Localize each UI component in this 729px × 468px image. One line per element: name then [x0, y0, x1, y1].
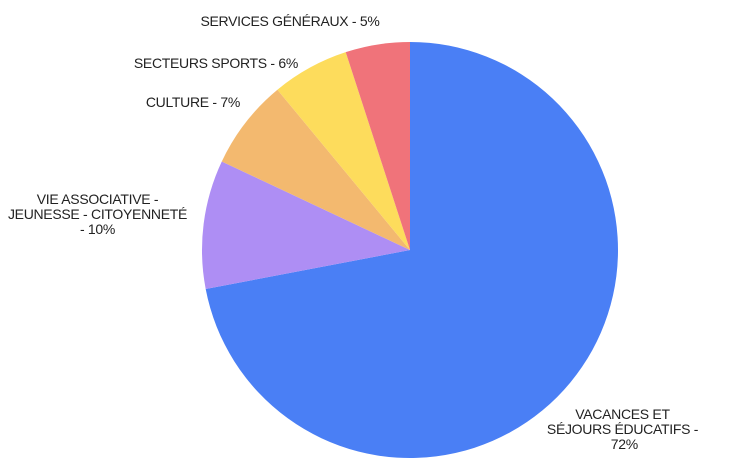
value-label: 10%	[87, 221, 116, 237]
slice-label: CULTURE - 7%	[60, 95, 240, 110]
category-label: SECTEURS SPORTS -	[133, 55, 275, 71]
slice-label: VACANCES ET SÉJOURS ÉDUCATIFS - 72%	[545, 407, 700, 452]
slice-label: SERVICES GÉNÉRAUX - 5%	[140, 14, 440, 29]
category-label: VACANCES ET SÉJOURS ÉDUCATIFS -	[546, 406, 699, 437]
category-label: CULTURE -	[145, 94, 217, 110]
pie-slice	[221, 89, 410, 250]
category-label: SERVICES GÉNÉRAUX -	[200, 13, 357, 29]
slice-label: SECTEURS SPORTS - 6%	[40, 56, 298, 71]
pie-slice	[345, 42, 410, 250]
value-label: 5%	[359, 13, 380, 29]
pie-slice	[205, 42, 618, 459]
slice-label: VIE ASSOCIATIVE - JEUNESSE - CITOYENNETÉ…	[5, 192, 190, 237]
category-label: VIE ASSOCIATIVE - JEUNESSE - CITOYENNETÉ…	[7, 191, 188, 237]
value-label: 7%	[220, 94, 240, 110]
value-label: 6%	[278, 55, 298, 71]
value-label: 72%	[610, 436, 638, 452]
pie-slice	[277, 52, 410, 251]
pie-slice	[202, 161, 410, 289]
